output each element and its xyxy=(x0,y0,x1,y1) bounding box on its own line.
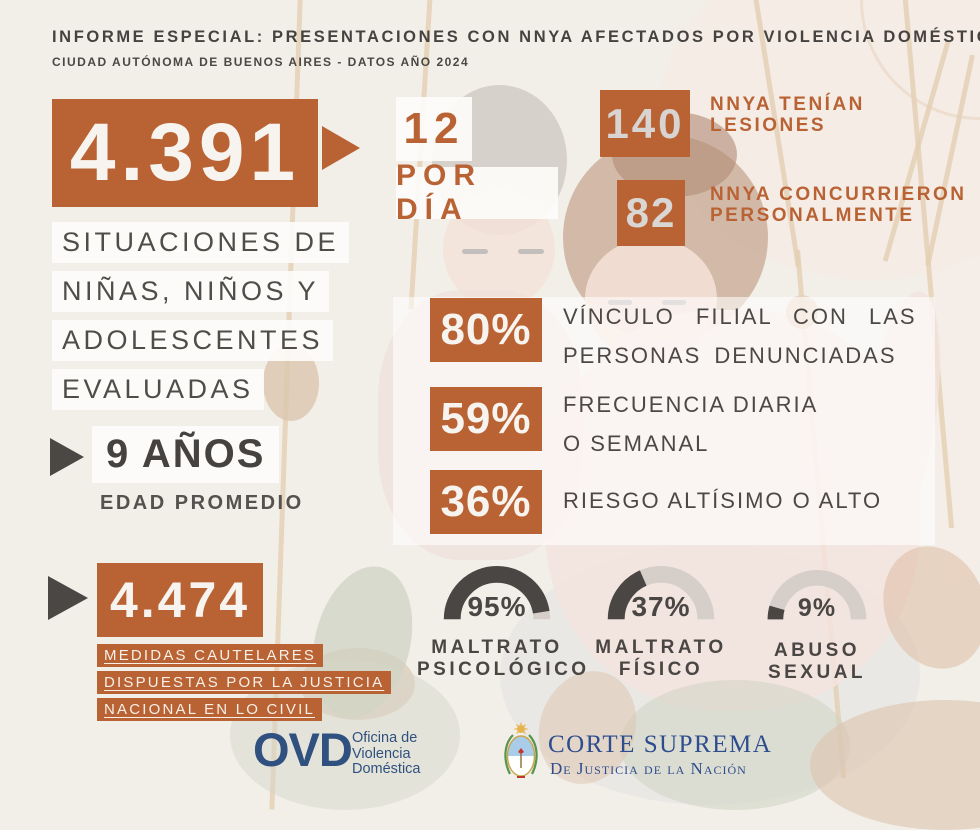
measures-label-line: DISPUESTAS POR LA JUSTICIA xyxy=(97,671,392,694)
ovd-logo-name: Oficina de Violencia Doméstica xyxy=(352,730,421,778)
swing-rope xyxy=(882,39,951,262)
measures-label-line: MEDIDAS CAUTELARES xyxy=(97,644,324,667)
percent-stat-desc: FRECUENCIA DIARIA xyxy=(563,392,819,417)
side-stat-value: 82 xyxy=(617,180,685,246)
measures-stat-value: 4.474 xyxy=(97,563,263,637)
boy-eyebrow-shape xyxy=(462,249,488,254)
per-day-label: POR DÍA xyxy=(396,159,483,226)
arc-shape xyxy=(860,0,980,120)
measures-label-line: NACIONAL EN LO CIVIL xyxy=(97,698,322,721)
percent-stat-value: 80% xyxy=(430,298,542,362)
main-stat-label-line: NIÑAS, NIÑOS Y xyxy=(52,271,330,312)
page-subtitle: CIUDAD AUTÓNOMA DE BUENOS AIRES - DATOS … xyxy=(52,55,470,69)
gauge-value: 9% xyxy=(797,594,837,622)
gauge-label: MALTRATO FÍSICO xyxy=(581,637,741,681)
court-subtitle: De Justicia de la Nación xyxy=(550,759,747,778)
side-stat-label: NNYA CONCURRIERON PERSONALMENTE xyxy=(710,184,966,226)
boy-eyebrow-shape xyxy=(518,249,544,254)
side-stat-label: NNYA TENÍAN LESIONES xyxy=(710,94,865,136)
gauge-label: ABUSO SEXUAL xyxy=(737,640,897,684)
ground-shape xyxy=(810,700,980,830)
gauge-maltrato-fisico: 37% xyxy=(605,565,717,623)
gauge-label-line: ABUSO xyxy=(773,640,861,661)
percent-stat-desc: RIESGO ALTÍSIMO O ALTO xyxy=(563,488,883,513)
gauge-value: 95% xyxy=(467,591,527,622)
percent-stat-desc: PERSONAS DENUNCIADAS xyxy=(563,343,897,368)
swing-rope xyxy=(925,54,975,266)
percent-stat-value: 59% xyxy=(430,387,542,451)
gauge-label-line: MALTRATO xyxy=(595,637,727,658)
age-stat-value: 9 AÑOS xyxy=(92,426,280,483)
gauge-label-line: SEXUAL xyxy=(767,662,867,683)
side-stat-label-line: LESIONES xyxy=(710,115,827,136)
page-title: INFORME ESPECIAL: PRESENTACIONES CON NNY… xyxy=(52,28,980,46)
per-day-value: 12 xyxy=(403,104,465,153)
main-stat-label-line: EVALUADAS xyxy=(52,369,264,410)
arrow-right-icon xyxy=(48,576,88,620)
gauge-label-line: FÍSICO xyxy=(618,659,704,680)
main-stat-value: 4.391 xyxy=(52,99,318,207)
gauge-value: 37% xyxy=(631,591,691,622)
arrow-right-icon xyxy=(50,438,84,476)
age-stat-label: EDAD PROMEDIO xyxy=(100,492,304,514)
percent-stat-value: 36% xyxy=(430,470,542,534)
ovd-name-line: Doméstica xyxy=(352,761,421,777)
gauge-label-line: MALTRATO xyxy=(431,637,563,658)
percent-stat-desc: O SEMANAL xyxy=(563,431,710,456)
gauge-abuso-sexual: 9% xyxy=(765,569,869,623)
ovd-logo: OVD xyxy=(253,723,353,776)
gauge-maltrato-psicologico: 95% xyxy=(441,565,553,623)
main-stat-label-line: ADOLESCENTES xyxy=(52,320,334,361)
main-stat-label-line: SITUACIONES DE xyxy=(52,222,350,263)
side-stat-value: 140 xyxy=(600,90,690,157)
side-stat-label-line: NNYA TENÍAN xyxy=(710,94,865,115)
arrow-right-icon xyxy=(322,126,360,170)
gauge-label: MALTRATO PSICOLÓGICO xyxy=(417,637,590,681)
side-stat-label-line: PERSONALMENTE xyxy=(710,205,915,226)
ovd-name-line: Oficina de xyxy=(352,730,418,746)
ovd-name-line: Violencia xyxy=(352,745,411,762)
court-title: CORTE SUPREMA xyxy=(548,731,773,758)
coat-of-arms-icon xyxy=(502,722,540,785)
gauge-label-line: PSICOLÓGICO xyxy=(417,659,590,680)
side-stat-label-line: NNYA CONCURRIERON xyxy=(710,184,967,205)
percent-stat-desc: VÍNCULO FILIAL CON LAS xyxy=(563,304,917,329)
